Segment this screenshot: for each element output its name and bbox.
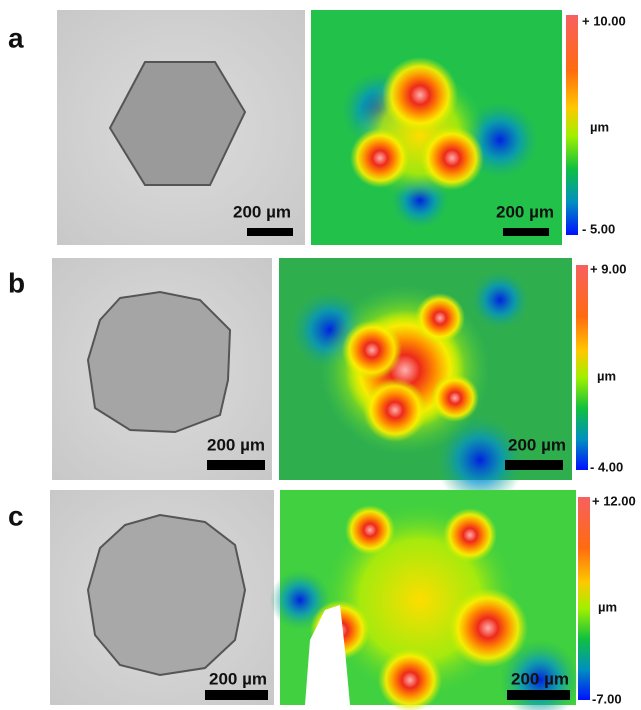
panel-label: c	[8, 500, 24, 531]
crater	[88, 515, 245, 675]
scale-label: 200 µm	[511, 669, 569, 688]
crater	[88, 292, 230, 432]
panel-a: a 200 µm 200 µm + 10.00 µm - 5.00	[8, 10, 626, 245]
scale-label: 200 µm	[496, 202, 554, 221]
scale-bar	[205, 690, 268, 700]
colorbar-unit: µm	[590, 119, 609, 134]
scale-label: 200 µm	[233, 202, 291, 221]
colorbar-min: - 4.00	[590, 459, 623, 474]
colorbar-max: + 9.00	[590, 261, 627, 276]
scale-bar	[505, 460, 563, 470]
colorbar	[576, 265, 588, 470]
panel-b: b 200 µm 200 µm + 9.00 µm - 4.00	[8, 258, 627, 505]
colorbar-max: + 10.00	[582, 13, 626, 28]
colorbar-min: -7.00	[592, 691, 622, 706]
colorbar-min: - 5.00	[582, 221, 615, 236]
colorbar-unit: µm	[598, 599, 617, 614]
figure: a 200 µm 200 µm + 10.00 µm - 5.00 b 200 …	[0, 0, 641, 710]
panel-c: c 200 µm 200 µm + 12.00 µm -7.00	[8, 490, 636, 710]
scale-bar	[207, 460, 265, 470]
scale-label: 200 µm	[207, 435, 265, 454]
panel-label: b	[8, 267, 25, 298]
scale-bar	[503, 228, 549, 236]
colorbar	[566, 15, 578, 235]
scale-label: 200 µm	[209, 669, 267, 688]
scale-label: 200 µm	[508, 435, 566, 454]
scale-bar	[247, 228, 293, 236]
colorbar-max: + 12.00	[592, 493, 636, 508]
scale-bar	[507, 690, 570, 700]
panel-label: a	[8, 22, 24, 53]
colorbar	[578, 497, 590, 700]
colorbar-unit: µm	[597, 368, 616, 383]
